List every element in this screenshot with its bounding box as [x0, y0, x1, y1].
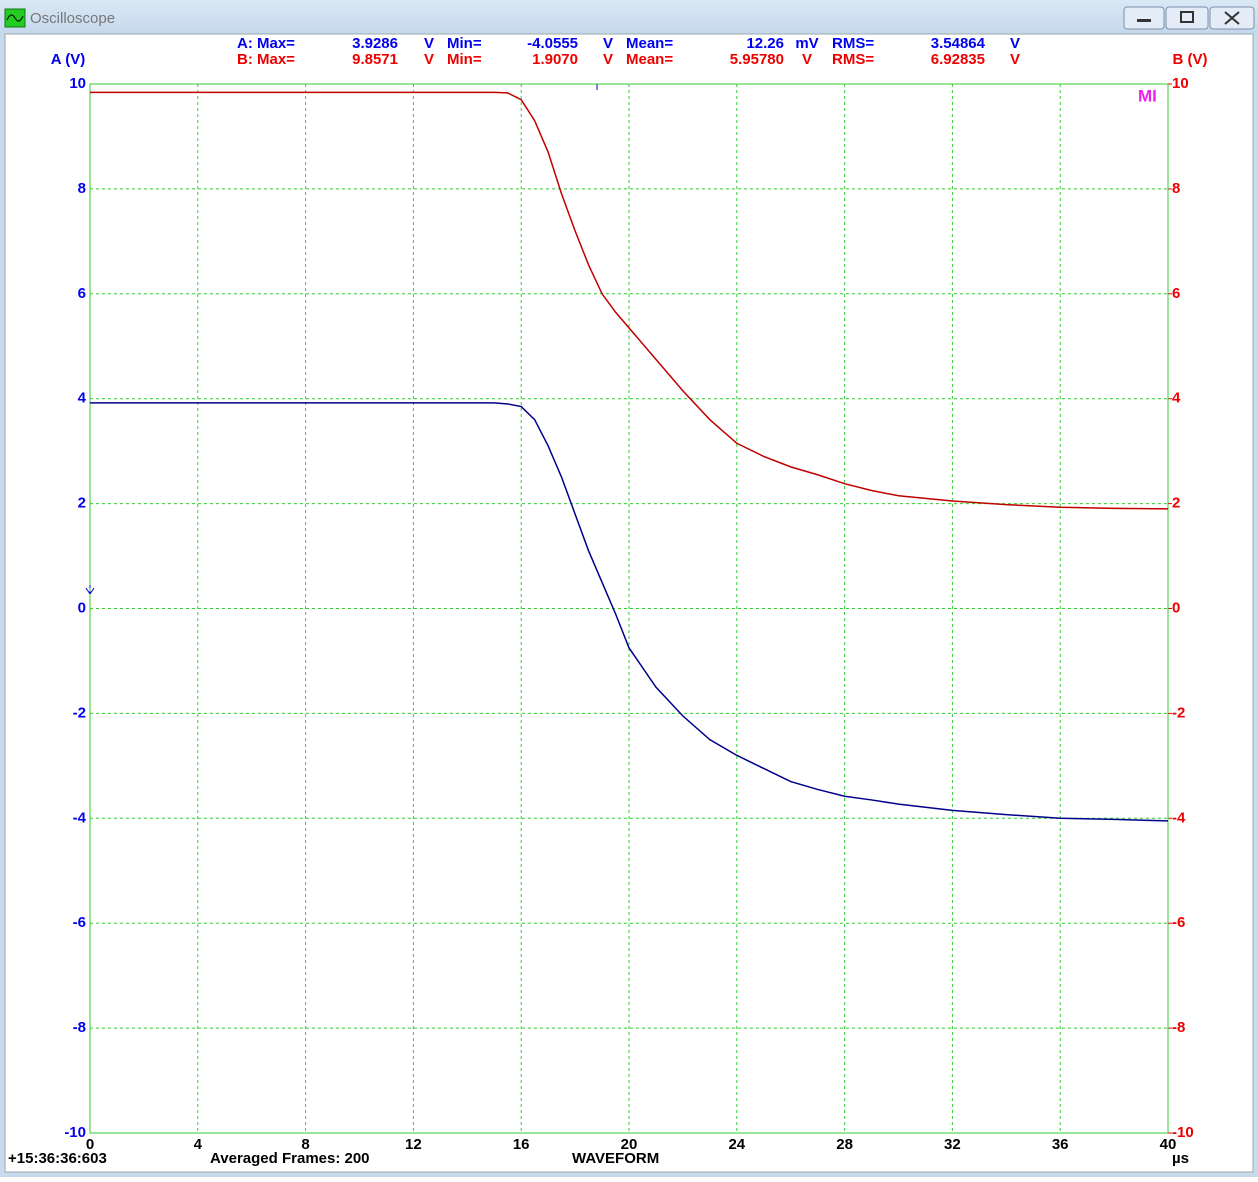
- measurement-text: V: [424, 51, 434, 68]
- measurement-text: V: [1010, 35, 1020, 52]
- y-tick-label: 0: [78, 599, 86, 616]
- y2-tick-label: 2: [1172, 495, 1180, 512]
- waveform: [90, 91, 1169, 510]
- y2-tick-label: -6: [1172, 914, 1185, 931]
- y2-tick-label: 10: [1172, 75, 1189, 92]
- measurement-text: B: Max=: [237, 51, 295, 68]
- x-tick-label: 36: [1052, 1136, 1069, 1153]
- measurement-text: 3.9286: [352, 35, 398, 52]
- measurement-text: V: [603, 35, 613, 52]
- measurement-text: -4.0555: [527, 35, 578, 52]
- y-tick-label: -2: [73, 704, 86, 721]
- x-tick-label: 12: [405, 1136, 422, 1153]
- measurement-text: Mean=: [626, 51, 673, 68]
- measurement-text: 5.95780: [730, 51, 784, 68]
- y2-tick-label: -2: [1172, 704, 1185, 721]
- measurement-text: 9.8571: [352, 51, 398, 68]
- y-axis-label: A (V): [51, 51, 85, 68]
- y-tick-label: -6: [73, 914, 86, 931]
- y2-axis-label: B (V): [1173, 51, 1208, 68]
- measurement-text: 3.54864: [931, 35, 986, 52]
- app-icon-wave: [6, 14, 24, 22]
- measurement-text: 1.9070: [532, 51, 578, 68]
- y-tick-label: -10: [64, 1124, 86, 1141]
- mode-label: WAVEFORM: [572, 1150, 659, 1167]
- x-axis-unit: µs: [1172, 1150, 1189, 1167]
- y2-tick-label: 6: [1172, 285, 1180, 302]
- minimize-button[interactable]: [1123, 6, 1165, 30]
- y-tick-label: -8: [73, 1019, 86, 1036]
- y-tick-label: 10: [69, 75, 86, 92]
- maximize-button[interactable]: [1165, 6, 1209, 30]
- measurement-text: Min=: [447, 51, 482, 68]
- y2-tick-label: 4: [1172, 390, 1181, 407]
- measurement-text: RMS=: [832, 51, 874, 68]
- x-tick-label: 0: [86, 1136, 94, 1153]
- y-tick-label: 4: [78, 390, 87, 407]
- x-tick-label: 16: [513, 1136, 530, 1153]
- x-tick-label: 32: [944, 1136, 961, 1153]
- x-tick-label: 8: [301, 1136, 309, 1153]
- marker-label: MI: [1138, 86, 1157, 105]
- measurement-text: 12.26: [746, 35, 784, 52]
- window-title: Oscilloscope: [30, 10, 115, 27]
- y-tick-label: 2: [78, 495, 86, 512]
- waveform: [90, 402, 1169, 822]
- close-button[interactable]: [1209, 6, 1255, 30]
- y-tick-label: -4: [73, 809, 87, 826]
- x-tick-label: 28: [836, 1136, 853, 1153]
- averaged-frames: Averaged Frames: 200: [210, 1150, 370, 1167]
- y2-tick-label: -8: [1172, 1019, 1185, 1036]
- measurement-text: V: [802, 51, 812, 68]
- y2-tick-label: 0: [1172, 599, 1180, 616]
- x-tick-label: 20: [621, 1136, 638, 1153]
- measurement-text: V: [1010, 51, 1020, 68]
- y-tick-label: 6: [78, 285, 86, 302]
- y-tick-label: 8: [78, 180, 86, 197]
- x-tick-label: 24: [728, 1136, 745, 1153]
- timestamp: +15:36:36:603: [8, 1150, 107, 1167]
- measurement-text: 6.92835: [931, 51, 985, 68]
- measurement-text: Mean=: [626, 35, 673, 52]
- measurement-text: A: Max=: [237, 35, 295, 52]
- measurement-text: mV: [795, 35, 818, 52]
- measurement-text: Min=: [447, 35, 482, 52]
- y2-tick-label: -10: [1172, 1124, 1194, 1141]
- measurement-text: RMS=: [832, 35, 874, 52]
- measurement-text: V: [603, 51, 613, 68]
- title-bar: [0, 0, 1258, 34]
- x-tick-label: 4: [194, 1136, 203, 1153]
- measurement-text: V: [424, 35, 434, 52]
- y2-tick-label: 8: [1172, 180, 1180, 197]
- y2-tick-label: -4: [1172, 809, 1186, 826]
- x-tick-label: 40: [1160, 1136, 1177, 1153]
